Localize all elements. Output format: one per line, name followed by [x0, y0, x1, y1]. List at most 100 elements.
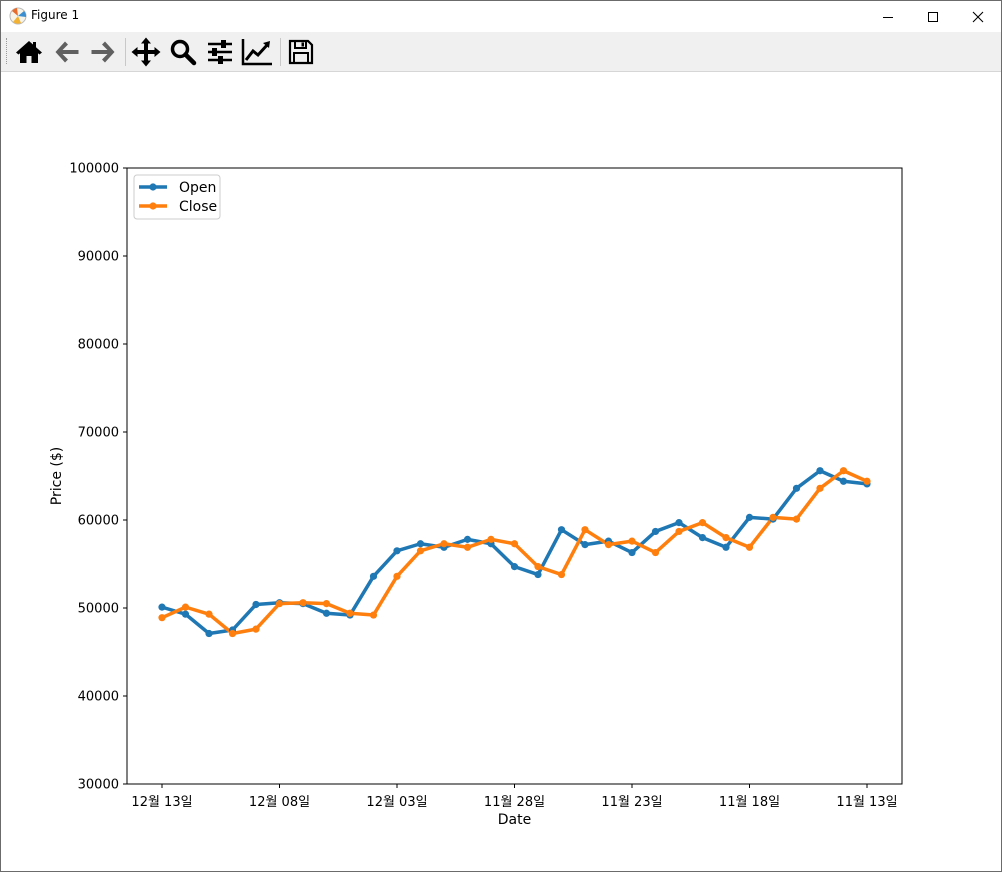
legend-marker-close — [149, 202, 157, 210]
y-tick-label: 80000 — [78, 338, 119, 353]
move-icon — [131, 37, 161, 67]
data-point-close — [205, 610, 213, 618]
y-tick-label: 100000 — [69, 162, 119, 177]
pan-button[interactable] — [129, 35, 163, 69]
data-point-close — [863, 477, 871, 485]
legend-label-open: Open — [179, 180, 216, 196]
data-point-open — [322, 609, 331, 617]
data-point-close — [839, 467, 848, 475]
close-button[interactable] — [955, 1, 1001, 32]
data-point-open — [651, 527, 660, 536]
series-line-open — [161, 468, 868, 636]
data-point-open — [745, 513, 754, 521]
navigation-toolbar — [1, 32, 1001, 72]
minimize-icon — [883, 16, 893, 18]
data-point-open — [839, 477, 848, 485]
data-point-close — [322, 600, 331, 608]
maximize-button[interactable] — [910, 1, 956, 32]
data-point-open — [792, 484, 801, 492]
y-tick-label: 90000 — [78, 250, 119, 265]
zoom-icon — [170, 39, 197, 66]
home-icon — [16, 41, 42, 63]
figure-canvas[interactable]: 30000 40000 50000 60000 70000 80000 90000 10000… — [1, 72, 1001, 871]
data-point-close — [769, 513, 777, 521]
matplotlib-app-icon — [9, 7, 27, 25]
data-point-open — [416, 540, 425, 548]
data-point-close — [369, 611, 378, 619]
data-point-close — [416, 547, 425, 555]
data-point-open — [534, 570, 542, 579]
y-axis-label: Price ($) — [49, 447, 65, 505]
data-point-close — [440, 540, 448, 548]
x-tick-label: 12월 08일 — [249, 795, 310, 810]
data-point-open — [557, 526, 566, 534]
price-line-chart[interactable]: 30000 40000 50000 60000 70000 80000 90000 10000… — [1, 72, 1001, 871]
plot-area-frame — [126, 167, 903, 785]
window-title: Figure 1 — [31, 8, 80, 22]
back-button[interactable] — [50, 35, 84, 69]
data-point-close — [252, 625, 260, 633]
x-tick-label: 12월 13일 — [131, 795, 192, 810]
data-point-close — [463, 543, 472, 551]
back-arrow-icon — [55, 41, 79, 63]
x-axis-label: Date — [498, 812, 531, 828]
edit-axis-button[interactable] — [240, 35, 274, 69]
save-icon — [288, 39, 314, 65]
data-point-open — [369, 572, 378, 580]
zoom-button[interactable] — [166, 35, 200, 69]
legend-label-close: Close — [179, 199, 217, 215]
legend-marker-open — [149, 183, 157, 191]
save-button[interactable] — [284, 35, 318, 69]
data-point-close — [487, 535, 495, 543]
data-point-close — [628, 537, 636, 545]
data-point-open — [675, 519, 683, 527]
close-icon — [972, 11, 984, 22]
data-point-close — [534, 563, 542, 571]
x-tick-label: 11월 28일 — [484, 795, 545, 810]
minimize-button[interactable] — [865, 1, 911, 32]
data-point-close — [745, 543, 754, 551]
x-tick-label: 11월 18일 — [719, 795, 780, 810]
data-point-open — [463, 535, 472, 543]
y-tick-label: 70000 — [78, 426, 119, 441]
data-point-close — [792, 515, 801, 523]
x-tick-label: 12월 03일 — [366, 795, 427, 810]
line-chart-icon — [241, 39, 272, 66]
series-line-close — [161, 468, 868, 636]
data-point-close — [651, 548, 660, 557]
data-point-open — [581, 541, 589, 549]
data-point-close — [722, 534, 730, 542]
data-point-close — [675, 527, 683, 536]
data-point-open — [816, 467, 824, 475]
forward-button[interactable] — [86, 35, 120, 69]
y-tick-label: 40000 — [78, 690, 119, 705]
forward-arrow-icon — [91, 41, 115, 63]
data-point-close — [698, 519, 707, 527]
maximize-icon — [928, 11, 938, 22]
data-point-open — [158, 603, 166, 611]
data-point-close — [181, 603, 190, 611]
toolbar-separator — [125, 38, 126, 66]
subplots-button[interactable] — [203, 35, 237, 69]
data-point-close — [275, 600, 284, 608]
data-point-close — [581, 526, 589, 534]
data-point-close — [228, 629, 237, 638]
data-point-open — [393, 547, 401, 555]
toolbar-grip[interactable] — [6, 38, 9, 64]
chart-legend: Open Close — [133, 174, 221, 220]
data-point-close — [393, 572, 401, 580]
y-tick-label: 50000 — [78, 602, 119, 617]
toolbar-separator — [280, 38, 281, 66]
data-point-close — [816, 484, 824, 492]
y-tick-label: 60000 — [78, 514, 119, 529]
data-point-close — [510, 540, 519, 548]
data-point-open — [698, 534, 707, 542]
data-point-open — [181, 610, 190, 618]
data-point-open — [628, 548, 636, 557]
data-point-close — [557, 570, 566, 579]
home-button[interactable] — [12, 35, 46, 69]
title-bar[interactable]: Figure 1 — [1, 1, 1001, 32]
x-tick-label: 11월 13일 — [836, 795, 897, 810]
data-point-open — [722, 543, 730, 551]
